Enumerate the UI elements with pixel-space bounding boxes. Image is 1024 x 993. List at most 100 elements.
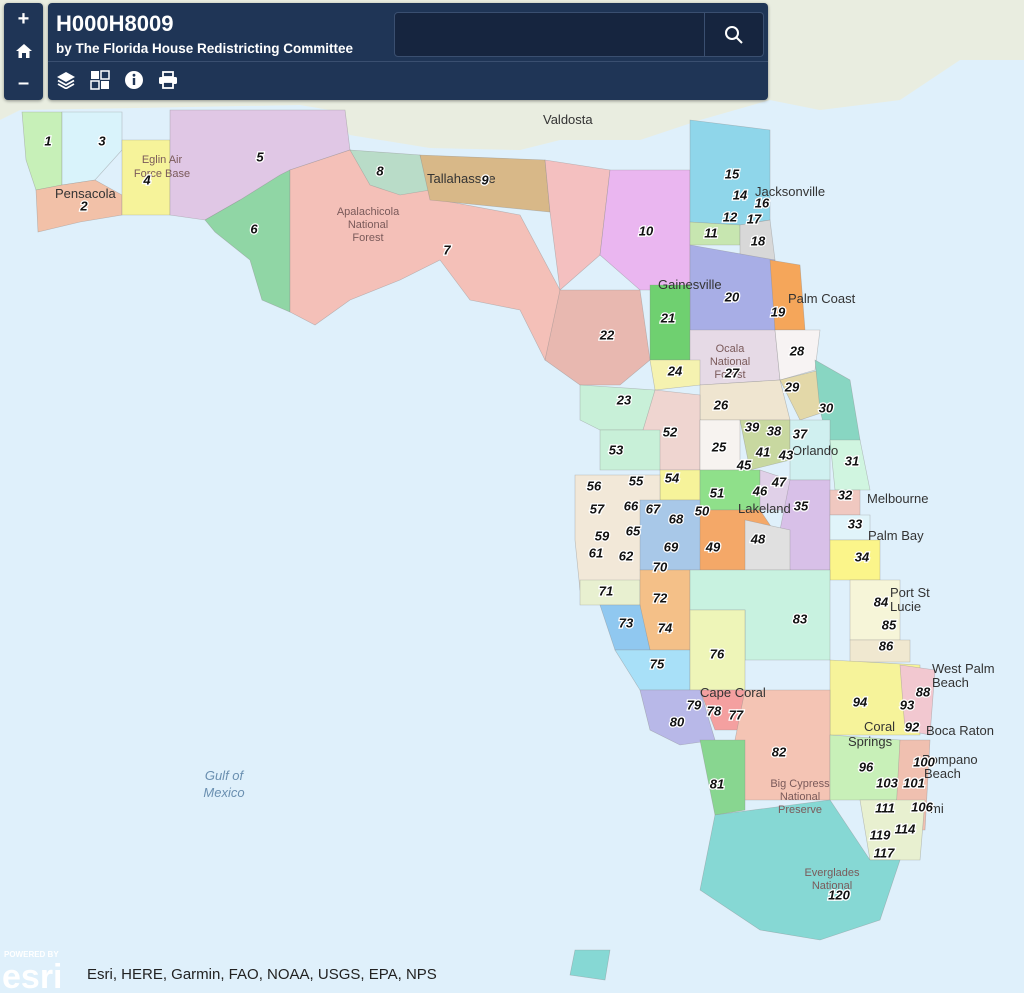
district-label-19[interactable]: 19 [770,303,788,321]
district-label-17[interactable]: 17 [746,210,764,228]
district-label-101[interactable]: 101 [902,774,926,792]
district-label-56[interactable]: 56 [586,477,604,495]
district-label-1[interactable]: 1 [43,132,53,150]
district-label-6[interactable]: 6 [249,220,260,238]
district-label-65[interactable]: 65 [625,522,643,540]
district-label-47[interactable]: 47 [770,473,789,491]
district-label-117[interactable]: 117 [872,844,896,862]
district-label-82[interactable]: 82 [771,743,789,761]
district-label-85[interactable]: 85 [881,616,899,634]
district-label-70[interactable]: 70 [652,558,670,576]
district-label-18[interactable]: 18 [750,232,768,250]
district-label-75[interactable]: 75 [649,655,667,673]
district-label-45[interactable]: 45 [735,456,754,474]
district-label-114[interactable]: 114 [893,820,917,838]
district-label-50[interactable]: 50 [694,502,712,520]
district-label-83[interactable]: 83 [792,610,810,628]
district-label-16[interactable]: 16 [754,194,772,212]
district-label-9[interactable]: 9 [480,171,491,189]
district-label-74[interactable]: 74 [657,619,675,637]
district-label-100[interactable]: 100 [912,753,937,771]
district-label-55[interactable]: 55 [628,472,646,490]
district-label-52[interactable]: 52 [662,423,680,441]
district-label-21[interactable]: 21 [659,309,677,327]
search-input[interactable] [401,21,695,49]
layers-button[interactable] [56,69,76,91]
district-label-78[interactable]: 78 [706,702,724,720]
district-label-59[interactable]: 59 [594,527,612,545]
district-label-71[interactable]: 71 [598,582,615,600]
district-label-94[interactable]: 94 [852,693,870,711]
district-label-26[interactable]: 26 [712,396,731,414]
district-label-2[interactable]: 2 [78,197,90,215]
district-label-73[interactable]: 73 [618,614,636,632]
district-label-3[interactable]: 3 [97,132,108,150]
district-label-30[interactable]: 30 [818,399,836,417]
zoom-in-button[interactable]: + [17,7,30,30]
district-label-88[interactable]: 88 [915,683,933,701]
district-label-23[interactable]: 23 [615,391,634,409]
district-label-66[interactable]: 66 [623,497,641,515]
district-label-31[interactable]: 31 [844,452,861,470]
district-label-37[interactable]: 37 [792,425,810,443]
district-label-68[interactable]: 68 [668,510,686,528]
district-label-61[interactable]: 61 [588,544,605,562]
district-label-43[interactable]: 43 [777,446,796,464]
district-label-84[interactable]: 84 [873,593,891,611]
district-label-14[interactable]: 14 [732,186,750,204]
district-label-41[interactable]: 41 [754,443,772,461]
district-label-69[interactable]: 69 [663,538,681,556]
district-label-22[interactable]: 22 [598,326,617,344]
search-button[interactable] [704,13,763,56]
district-label-96[interactable]: 96 [858,758,876,776]
district-label-77[interactable]: 77 [728,706,746,724]
district-label-54[interactable]: 54 [664,469,682,487]
district-label-81[interactable]: 81 [709,775,726,793]
district-label-49[interactable]: 49 [704,538,723,556]
district-label-72[interactable]: 72 [652,589,670,607]
district-label-33[interactable]: 33 [847,515,865,533]
district-label-86[interactable]: 86 [878,637,896,655]
district-label-25[interactable]: 25 [710,438,729,456]
district-label-10[interactable]: 10 [638,222,656,240]
print-button[interactable] [158,69,178,91]
district-label-4[interactable]: 4 [141,171,153,189]
district-label-20[interactable]: 20 [723,288,742,306]
district-label-93[interactable]: 93 [899,696,917,714]
district-label-46[interactable]: 46 [751,482,770,500]
district-label-119[interactable]: 119 [868,826,892,844]
district-label-79[interactable]: 79 [686,696,704,714]
district-label-57[interactable]: 57 [589,500,607,518]
district-label-111[interactable]: 111 [874,799,896,817]
district-label-53[interactable]: 53 [608,441,626,459]
district-label-11[interactable]: 11 [703,224,719,242]
district-label-7[interactable]: 7 [442,241,453,259]
district-label-106[interactable]: 106 [910,798,935,816]
district-label-76[interactable]: 76 [709,645,727,663]
zoom-out-button[interactable]: – [17,71,30,94]
info-button[interactable] [124,69,144,91]
district-label-8[interactable]: 8 [375,162,386,180]
district-label-62[interactable]: 62 [618,547,636,565]
district-label-32[interactable]: 32 [837,486,855,504]
district-label-38[interactable]: 38 [766,422,784,440]
basemap-gallery-button[interactable] [90,69,110,91]
district-label-120[interactable]: 120 [827,886,852,904]
district-label-28[interactable]: 28 [788,342,807,360]
district-label-24[interactable]: 24 [666,362,685,380]
district-label-34[interactable]: 34 [854,548,872,566]
district-label-29[interactable]: 29 [783,378,802,396]
district-label-67[interactable]: 67 [645,500,663,518]
district-label-80[interactable]: 80 [669,713,687,731]
district-label-5[interactable]: 5 [255,148,266,166]
district-label-51[interactable]: 51 [709,484,726,502]
district-label-92[interactable]: 92 [904,718,922,736]
district-label-27[interactable]: 27 [723,364,742,382]
district-label-12[interactable]: 12 [722,208,740,226]
home-button[interactable] [4,35,43,67]
district-label-48[interactable]: 48 [749,530,768,548]
district-label-15[interactable]: 15 [724,165,742,183]
district-label-103[interactable]: 103 [875,774,900,792]
district-label-39[interactable]: 39 [744,418,762,436]
